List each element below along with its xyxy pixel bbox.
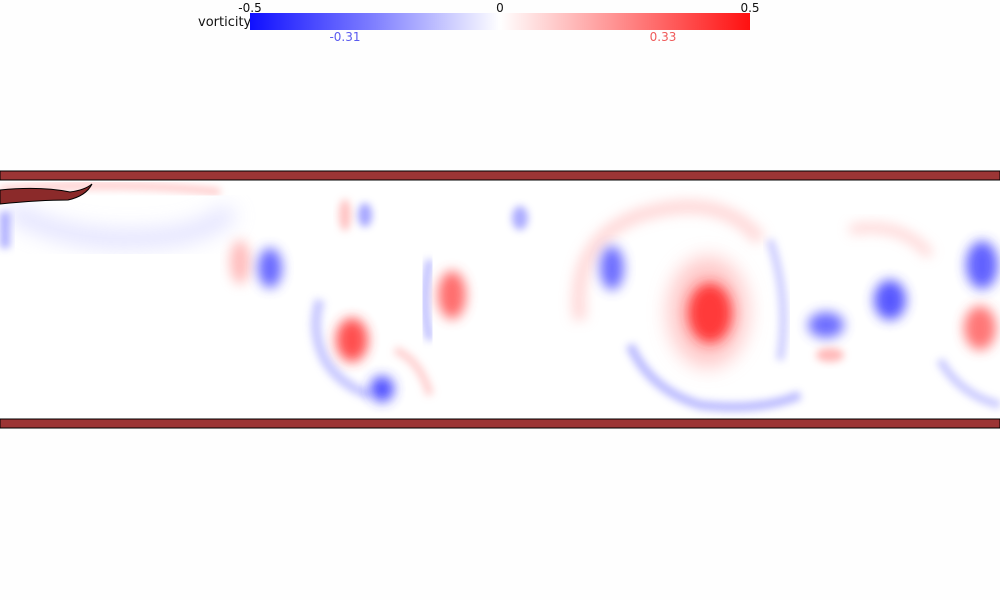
inlet-vortex bbox=[0, 212, 10, 248]
colorbar-tick-zero: 0 bbox=[496, 1, 504, 15]
vortex-filament-5 bbox=[766, 238, 788, 361]
vortex-pos-1 bbox=[230, 240, 250, 284]
bottom-wall bbox=[0, 418, 1000, 429]
vortex-pos-3 bbox=[336, 318, 368, 362]
channel-interior bbox=[0, 180, 1000, 419]
vortex-layer bbox=[0, 181, 1000, 412]
vortex-neg-1 bbox=[258, 248, 282, 288]
flexible-flap bbox=[0, 183, 93, 205]
vortex-filament-4 bbox=[625, 343, 802, 412]
vortex-neg-8 bbox=[966, 241, 998, 289]
vortex-pos-5 bbox=[688, 283, 732, 343]
vortex-pos-4 bbox=[438, 271, 466, 319]
vortex-neg-2 bbox=[358, 203, 372, 227]
vortex-filament-3 bbox=[421, 259, 434, 341]
colorbar-title: vorticity bbox=[198, 15, 252, 30]
vortex-pos-2 bbox=[339, 199, 351, 231]
vortex-neg-6 bbox=[808, 312, 844, 338]
wake-blob bbox=[5, 202, 238, 249]
colorbar-tick-min: -0.5 bbox=[238, 1, 262, 15]
colorbar-data-max: 0.33 bbox=[649, 30, 677, 44]
vortex-filament-2 bbox=[393, 346, 434, 397]
vortex-pos-7 bbox=[964, 306, 996, 350]
colorbar-gradient bbox=[250, 13, 750, 30]
vortex-filament-6 bbox=[849, 222, 934, 259]
large-vortex-arm bbox=[571, 199, 766, 321]
vortex-neg-3 bbox=[370, 376, 394, 402]
top-wall bbox=[0, 170, 1000, 181]
shear-layer-top bbox=[0, 181, 221, 196]
colorbar-tick-max: 0.5 bbox=[740, 1, 760, 15]
colorbar-data-min: -0.31 bbox=[329, 30, 361, 44]
vortex-neg-4 bbox=[512, 206, 528, 230]
vortex-neg-5 bbox=[600, 246, 624, 290]
vortex-neg-7 bbox=[874, 280, 906, 320]
vortex-filament-7 bbox=[936, 357, 1000, 409]
vortex-pos-6 bbox=[816, 348, 844, 362]
vortex-filament-1 bbox=[311, 298, 372, 400]
